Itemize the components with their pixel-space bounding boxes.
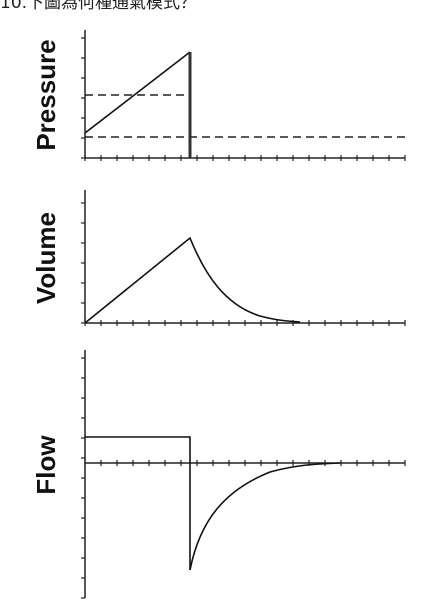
volume-plot	[84, 190, 405, 324]
panel-label: Flow	[31, 435, 61, 495]
volume-curve	[84, 236, 301, 324]
panel-label: Volume	[31, 212, 61, 304]
flow-plot	[84, 350, 405, 598]
question-title: 10.下圖為何種通氣模式？	[0, 0, 197, 13]
panel-label: Pressure	[31, 39, 61, 150]
tick-marks	[81, 37, 406, 599]
flow-curve	[189, 462, 341, 571]
pressure-plot	[84, 30, 405, 159]
pressure-curve	[84, 51, 191, 134]
flow-square	[85, 436, 191, 570]
